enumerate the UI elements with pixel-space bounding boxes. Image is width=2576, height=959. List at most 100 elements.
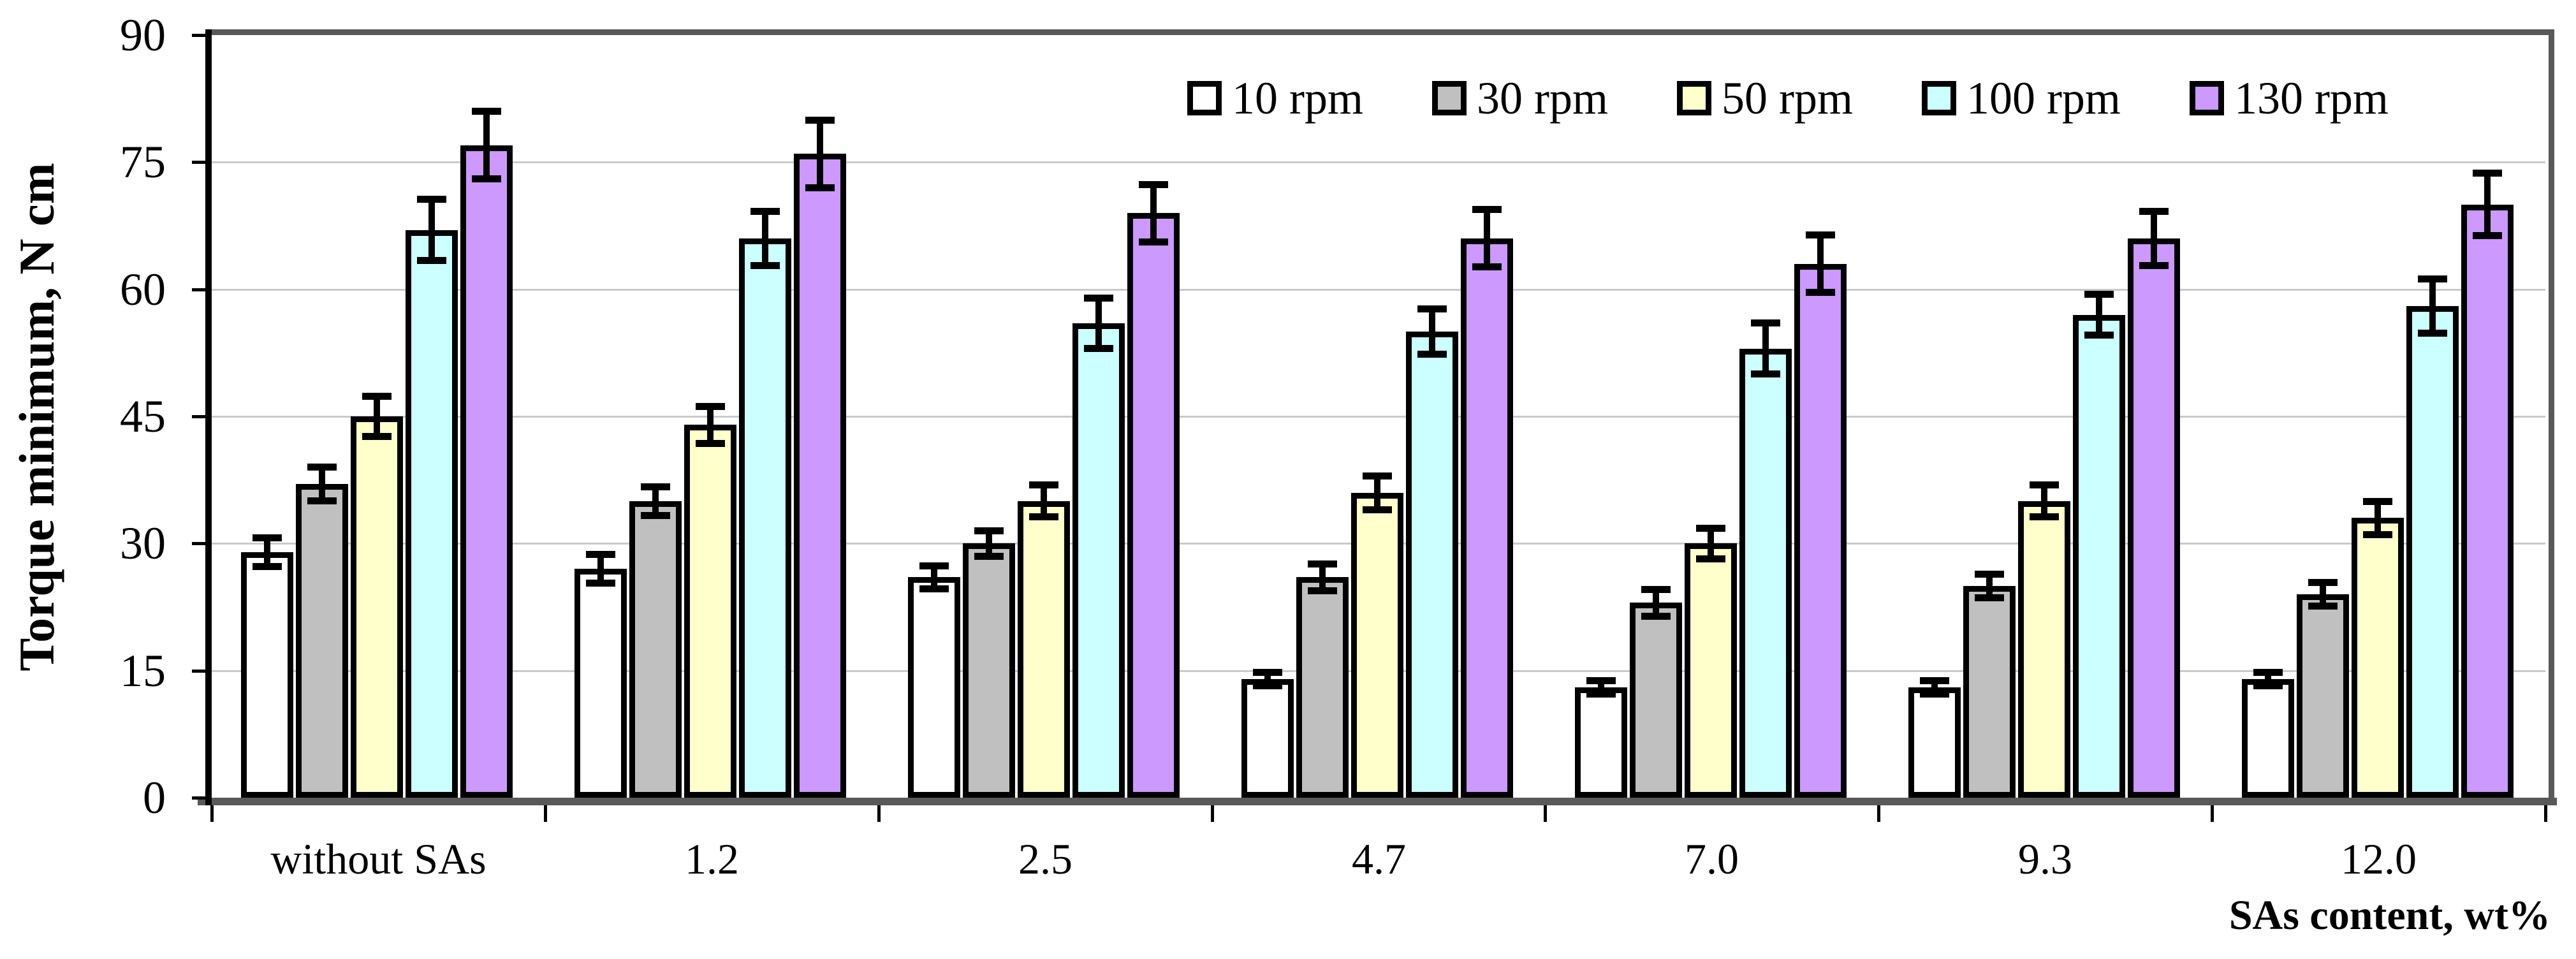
legend-label: 50 rpm xyxy=(1721,73,1853,124)
y-axis-line xyxy=(205,29,212,805)
bar xyxy=(1461,238,1513,798)
y-tick-label: 30 xyxy=(120,518,166,569)
error-bar-line xyxy=(1484,211,1490,266)
category-label: 4.7 xyxy=(1352,835,1406,883)
error-bar-line xyxy=(2429,281,2436,332)
gridline xyxy=(212,161,2545,164)
error-bar-cap-bottom xyxy=(919,585,949,593)
error-bar-cap-bottom xyxy=(1695,555,1725,562)
error-bar-cap-bottom xyxy=(2362,531,2392,539)
bar xyxy=(1794,263,1847,798)
error-bar-line xyxy=(428,201,435,259)
bar xyxy=(1296,577,1349,798)
x-tick-mark xyxy=(2544,805,2547,822)
error-bar-line xyxy=(762,213,769,264)
error-bar-cap-bottom xyxy=(1084,345,1114,353)
error-bar-line xyxy=(597,556,604,582)
error-bar-cap-top xyxy=(1139,180,1169,188)
legend-swatch xyxy=(1921,81,1956,115)
bar xyxy=(1406,332,1458,798)
legend-item: 10 rpm xyxy=(1187,75,1363,121)
error-bar-line xyxy=(1652,590,1659,615)
x-tick-mark xyxy=(2211,805,2214,822)
bar xyxy=(2127,238,2180,798)
y-tick-label: 0 xyxy=(143,772,166,823)
bar xyxy=(351,416,404,798)
bar xyxy=(1127,213,1180,798)
error-bar-line xyxy=(652,488,659,514)
error-bar-cap-top xyxy=(1919,677,1949,685)
error-bar-cap-top xyxy=(252,534,282,541)
bar xyxy=(2072,314,2125,798)
error-bar-line xyxy=(319,469,326,500)
bar xyxy=(2296,594,2349,798)
error-bar-line xyxy=(707,407,714,442)
error-bar-line xyxy=(2319,584,2326,604)
error-bar-cap-top xyxy=(472,108,502,115)
error-bar-cap-top xyxy=(974,527,1004,535)
y-tick-label: 75 xyxy=(120,136,166,188)
error-bar-line xyxy=(1931,682,1938,693)
bar xyxy=(460,145,513,798)
legend: 10 rpm 30 rpm 50 rpm 100 rpm 130 rpm xyxy=(1187,75,2389,121)
bar xyxy=(1684,543,1737,798)
y-tick-mark xyxy=(192,415,206,418)
error-bar-cap-top xyxy=(1586,677,1616,685)
error-bar-cap-top xyxy=(1472,206,1502,214)
error-bar-line xyxy=(1095,299,1102,348)
y-tick-mark xyxy=(192,669,206,673)
error-bar-cap-bottom xyxy=(1974,594,2004,601)
x-tick-mark xyxy=(544,805,547,822)
bar xyxy=(908,577,961,798)
error-bar-cap-top xyxy=(362,392,392,400)
legend-item: 130 rpm xyxy=(2189,75,2389,121)
error-bar-cap-top xyxy=(1695,525,1725,532)
error-bar-cap-bottom xyxy=(1805,289,1835,296)
bar xyxy=(1241,678,1294,798)
error-bar-cap-bottom xyxy=(2029,513,2059,521)
bar xyxy=(574,569,627,798)
x-tick-mark xyxy=(1211,805,1214,822)
bar xyxy=(1629,603,1682,798)
error-bar-cap-top xyxy=(1641,585,1671,593)
error-bar-cap-top xyxy=(2029,481,2059,489)
bar xyxy=(406,230,458,798)
legend-item: 30 rpm xyxy=(1431,75,1608,121)
error-bar-cap-bottom xyxy=(696,439,726,447)
error-bar-line xyxy=(931,567,938,588)
legend-item: 50 rpm xyxy=(1676,73,1853,124)
plot-area xyxy=(212,35,2545,798)
error-bar-cap-top xyxy=(2417,275,2447,283)
y-tick-mark xyxy=(192,161,206,165)
bar xyxy=(1908,687,1961,798)
error-bar-cap-bottom xyxy=(2417,330,2447,337)
bar xyxy=(1574,687,1627,798)
legend-swatch xyxy=(1431,81,1467,115)
error-bar-cap-bottom xyxy=(1253,682,1282,689)
error-bar-cap-top xyxy=(2308,579,2338,587)
bar xyxy=(1739,348,1792,798)
error-bar-cap-bottom xyxy=(2139,261,2169,269)
error-bar-cap-bottom xyxy=(1363,506,1392,513)
bar xyxy=(1072,323,1125,798)
error-bar-cap-top xyxy=(586,551,616,559)
error-bar-cap-bottom xyxy=(1029,513,1059,521)
plot-border-top xyxy=(212,29,2554,35)
error-bar-cap-bottom xyxy=(307,497,337,505)
error-bar-cap-bottom xyxy=(974,552,1004,560)
error-bar-cap-bottom xyxy=(2472,232,2502,240)
error-bar-line xyxy=(1150,186,1157,240)
error-bar-cap-top xyxy=(805,116,835,124)
bar xyxy=(684,425,737,798)
y-tick-label: 90 xyxy=(120,10,166,61)
error-bar-cap-bottom xyxy=(1586,691,1616,698)
y-tick-mark xyxy=(192,288,206,291)
error-bar-cap-top xyxy=(2084,291,2114,298)
error-bar-line xyxy=(986,532,993,555)
error-bar-cap-top xyxy=(641,483,671,490)
gridline xyxy=(212,416,2545,418)
x-tick-mark xyxy=(877,805,881,822)
category-label: 1.2 xyxy=(685,835,739,883)
error-bar-cap-bottom xyxy=(750,261,780,269)
error-bar-line xyxy=(1762,325,1769,372)
